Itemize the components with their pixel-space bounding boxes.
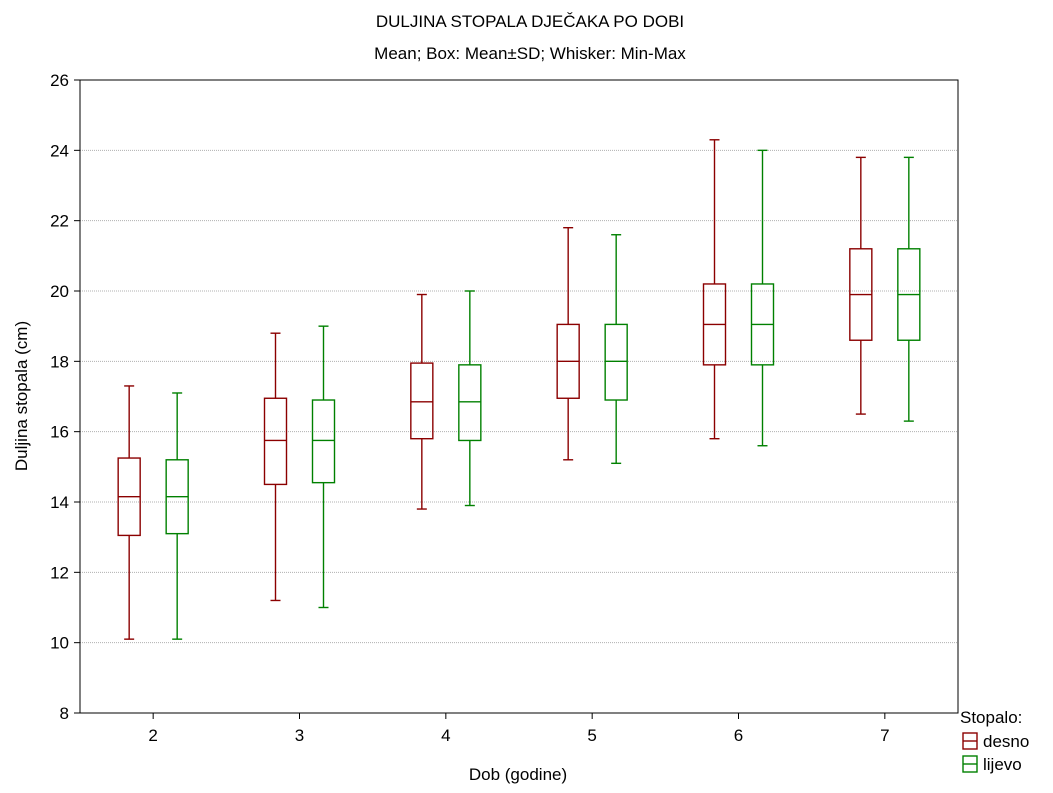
x-tick-label: 3 (295, 726, 304, 745)
y-tick-label: 8 (60, 704, 69, 723)
x-tick-label: 2 (148, 726, 157, 745)
chart-subtitle: Mean; Box: Mean±SD; Whisker: Min-Max (374, 44, 686, 63)
axis-ticks: 8 10 12 14 16 18 20 22 24 26 2 3 4 5 6 7 (50, 71, 889, 745)
x-tick-label: 5 (587, 726, 596, 745)
legend-label-desno: desno (983, 732, 1029, 751)
y-axis-label: Duljina stopala (cm) (12, 321, 31, 471)
grid-lines (80, 149, 958, 644)
box-mean-sd (458, 364, 482, 442)
y-tick-label: 24 (50, 141, 69, 160)
y-tick-label: 16 (50, 423, 69, 442)
x-axis-label: Dob (godine) (469, 765, 567, 784)
box-mean-sd (311, 399, 336, 484)
x-tick-label: 6 (734, 726, 743, 745)
box-mean-sd (604, 323, 628, 401)
y-tick-label: 14 (50, 493, 69, 512)
y-tick-label: 10 (50, 634, 69, 653)
chart-title: DULJINA STOPALA DJEČAKA PO DOBI (376, 12, 684, 31)
plot-frame (79, 79, 959, 714)
y-tick-label: 12 (50, 563, 69, 582)
x-tick-label: 4 (441, 726, 450, 745)
series-desno (117, 139, 873, 640)
y-tick-label: 18 (50, 352, 69, 371)
y-tick-label: 22 (50, 212, 69, 231)
y-tick-label: 20 (50, 282, 69, 301)
y-tick-label: 26 (50, 71, 69, 90)
legend-label-lijevo: lijevo (983, 755, 1022, 774)
series-lijevo (165, 149, 921, 640)
box-mean-sd (410, 362, 434, 440)
box-mean-sd (263, 397, 288, 486)
box-series-layer (117, 139, 921, 640)
x-tick-label: 7 (880, 726, 889, 745)
legend: Stopalo: desno lijevo (960, 708, 1029, 774)
legend-title: Stopalo: (960, 708, 1022, 727)
